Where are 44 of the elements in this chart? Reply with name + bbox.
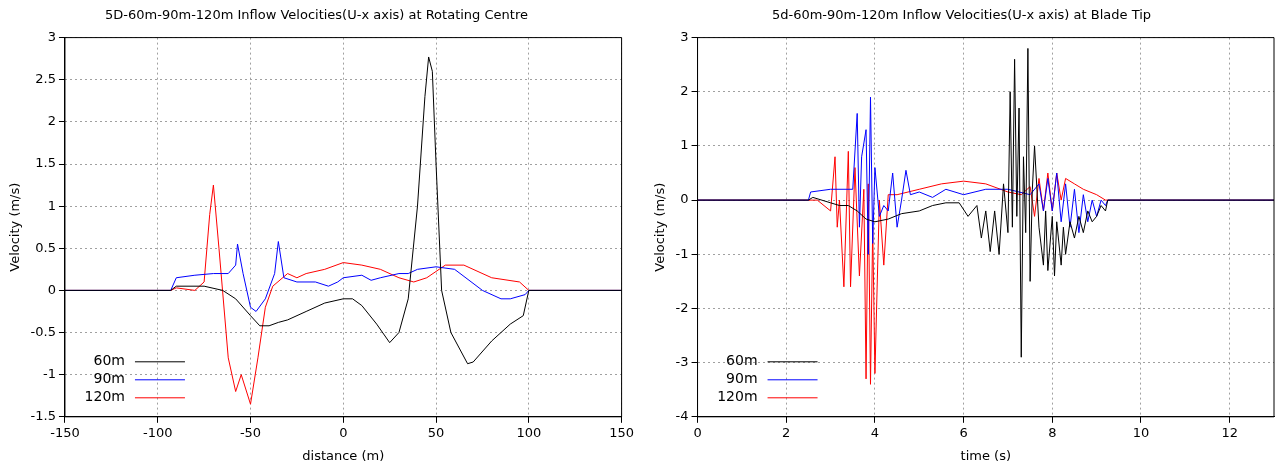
y-tick-label: 2.5 — [35, 71, 56, 87]
chart-title: 5D-60m-90m-120m Inflow Velocities(U-x axis) at Rotating Centre — [105, 7, 528, 23]
y-tick-label: -1 — [43, 366, 56, 382]
legend-label: 90m — [726, 370, 758, 387]
legend-label: 60m — [93, 352, 125, 369]
y-tick-label: 3 — [47, 28, 56, 44]
chart-title: 5d-60m-90m-120m Inflow Velocities(U-x axis) at Blade Tip — [771, 7, 1152, 23]
x-axis-title: time (s) — [960, 447, 1011, 463]
y-tick-label: -1 — [675, 245, 689, 261]
x-tick-label: 4 — [870, 424, 880, 440]
y-tick-label: -2 — [675, 299, 689, 315]
y-axis-title: Velocity (m/s) — [652, 182, 668, 272]
legend-label: 120m — [717, 388, 758, 405]
y-tick-label: -3 — [675, 354, 689, 369]
y-tick-label: 0 — [680, 191, 689, 207]
y-tick-label: -1.5 — [30, 408, 56, 424]
y-tick-label: 1 — [680, 137, 689, 153]
legend-label: 120m — [84, 388, 125, 405]
x-tick-label: 100 — [516, 424, 542, 440]
legend-label: 60m — [726, 352, 758, 369]
x-tick-label: 10 — [1132, 424, 1150, 440]
x-axis-title: distance (m) — [302, 447, 385, 463]
x-tick-label: 6 — [959, 424, 968, 440]
y-tick-label: -0.5 — [30, 323, 56, 339]
y-tick-label: 1 — [47, 197, 56, 213]
x-tick-label: -150 — [50, 424, 80, 440]
x-tick-label: 2 — [782, 424, 791, 440]
legend-label: 90m — [93, 370, 125, 387]
x-tick-label: 8 — [1048, 424, 1057, 440]
y-tick-label: 3 — [680, 28, 689, 44]
y-tick-label: 0 — [47, 281, 56, 297]
x-tick-label: 50 — [427, 424, 445, 440]
y-tick-label: 2 — [680, 83, 689, 99]
x-tick-label: 0 — [339, 424, 348, 440]
y-tick-label: 1.5 — [35, 155, 56, 171]
y-tick-label: -4 — [675, 408, 689, 424]
x-tick-label: 0 — [693, 424, 702, 440]
y-tick-label: 0.5 — [35, 239, 56, 255]
y-axis-title: Velocity (m/s) — [7, 182, 23, 272]
x-tick-label: -50 — [239, 424, 262, 440]
x-tick-label: 12 — [1221, 424, 1238, 440]
x-tick-label: -100 — [142, 424, 173, 440]
x-tick-label: 150 — [609, 424, 635, 440]
y-tick-label: 2 — [47, 113, 56, 129]
